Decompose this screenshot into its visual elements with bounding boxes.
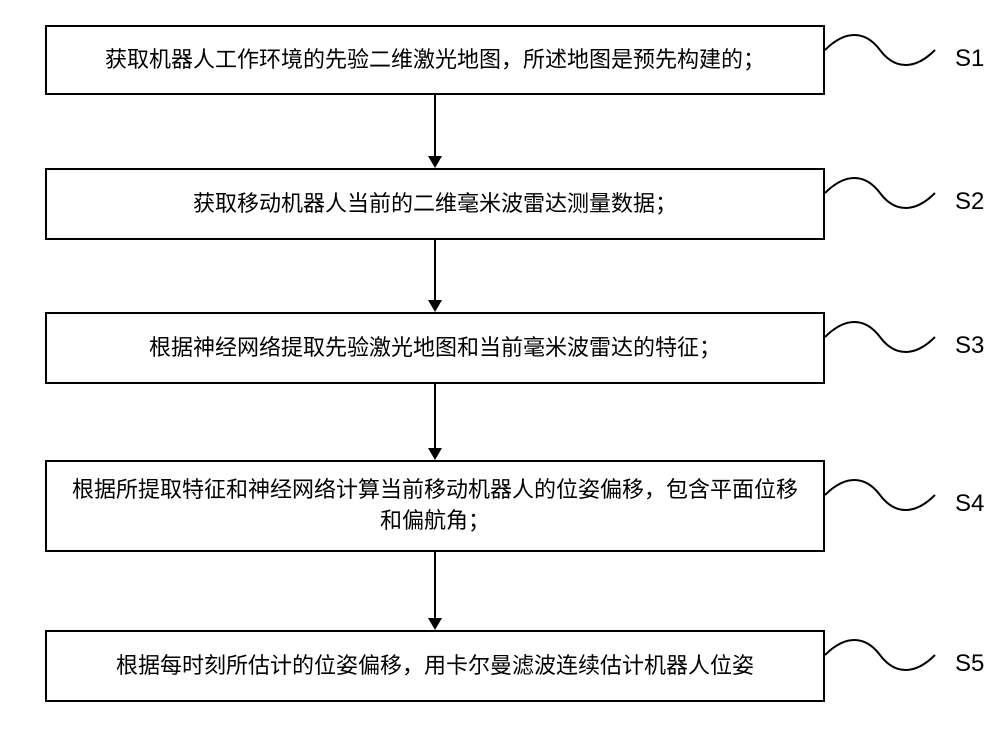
wave-connector-icon [825, 168, 945, 228]
arrow-head-icon [428, 448, 442, 460]
step-text: 根据所提取特征和神经网络计算当前移动机器人的位姿偏移，包含平面位移和偏航角； [67, 475, 803, 537]
arrow-line [434, 95, 436, 158]
arrow-head-icon [428, 156, 442, 168]
step-label-s3: S3 [955, 332, 984, 360]
wave-connector-icon [825, 470, 945, 530]
step-label-s1: S1 [955, 45, 984, 73]
step-text: 根据神经网络提取先验激光地图和当前毫米波雷达的特征； [149, 333, 721, 364]
step-box-s5: 根据每时刻所估计的位姿偏移，用卡尔曼滤波连续估计机器人位姿 [45, 630, 825, 702]
step-box-s1: 获取机器人工作环境的先验二维激光地图，所述地图是预先构建的； [45, 25, 825, 95]
wave-connector-icon [825, 25, 945, 85]
wave-connector-icon [825, 312, 945, 372]
step-label-s4: S4 [955, 490, 984, 518]
wave-connector-icon [825, 630, 945, 690]
step-text: 获取移动机器人当前的二维毫米波雷达测量数据； [193, 189, 677, 220]
step-text: 根据每时刻所估计的位姿偏移，用卡尔曼滤波连续估计机器人位姿 [116, 651, 754, 682]
arrow-line [434, 240, 436, 302]
step-text: 获取机器人工作环境的先验二维激光地图，所述地图是预先构建的； [105, 45, 765, 76]
step-box-s2: 获取移动机器人当前的二维毫米波雷达测量数据； [45, 168, 825, 240]
step-box-s4: 根据所提取特征和神经网络计算当前移动机器人的位姿偏移，包含平面位移和偏航角； [45, 460, 825, 552]
arrow-line [434, 552, 436, 620]
arrow-head-icon [428, 618, 442, 630]
step-label-s5: S5 [955, 650, 984, 678]
arrow-line [434, 384, 436, 450]
step-label-s2: S2 [955, 188, 984, 216]
step-box-s3: 根据神经网络提取先验激光地图和当前毫米波雷达的特征； [45, 312, 825, 384]
arrow-head-icon [428, 300, 442, 312]
